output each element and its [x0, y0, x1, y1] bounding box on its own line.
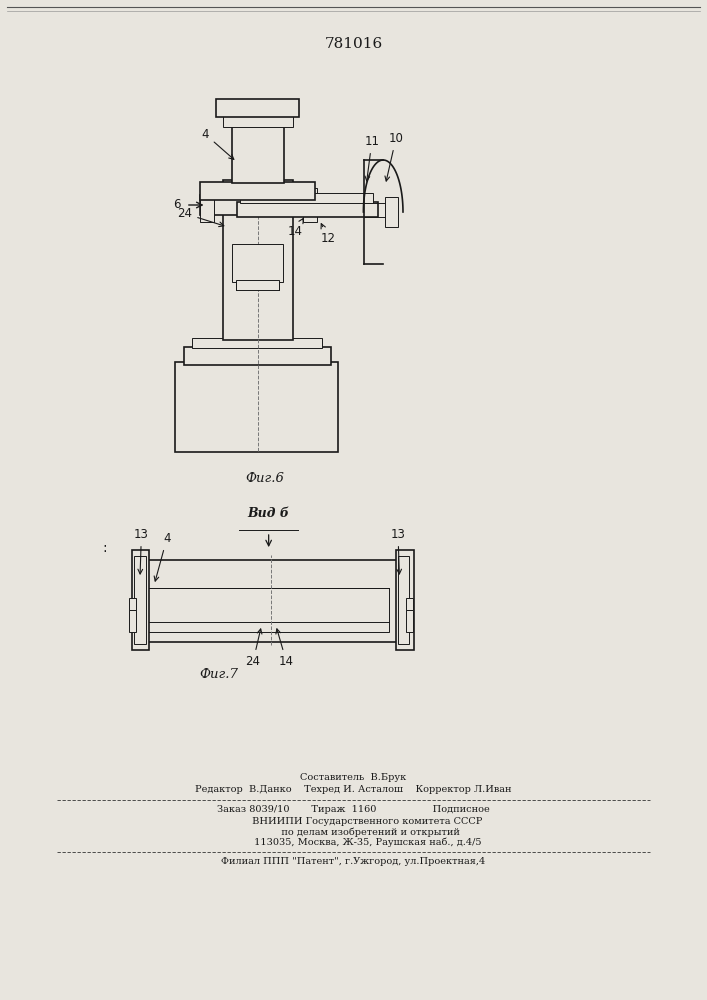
Text: 781016: 781016 — [325, 37, 382, 51]
Text: 12: 12 — [320, 224, 336, 245]
Bar — [132, 550, 149, 650]
Bar — [200, 182, 315, 200]
Bar — [136, 560, 405, 642]
Bar — [406, 598, 413, 610]
Text: :: : — [103, 541, 107, 555]
Text: 13: 13 — [134, 528, 149, 574]
Text: 113035, Москва, Ж-35, Раушская наб., д.4/5: 113035, Москва, Ж-35, Раушская наб., д.4… — [226, 837, 481, 847]
Text: 14: 14 — [288, 218, 303, 238]
Bar — [232, 244, 283, 282]
Bar — [175, 362, 338, 452]
Text: Фиг.6: Фиг.6 — [246, 472, 284, 485]
Text: 14: 14 — [276, 629, 294, 668]
Text: 24: 24 — [245, 629, 262, 668]
Bar — [184, 347, 331, 365]
Text: по делам изобретений и открытий: по делам изобретений и открытий — [247, 827, 460, 837]
Bar — [303, 188, 317, 222]
Bar — [200, 195, 317, 215]
Text: Редактор  В.Данко    Техред И. Асталош    Корректор Л.Иван: Редактор В.Данко Техред И. Асталош Корре… — [195, 786, 512, 794]
Text: Филиал ППП "Патент", г.Ужгород, ул.Проектная,4: Филиал ППП "Патент", г.Ужгород, ул.Проек… — [221, 857, 486, 866]
Bar — [216, 99, 299, 117]
Bar — [236, 280, 279, 290]
Bar — [396, 550, 414, 650]
Text: 4: 4 — [154, 532, 170, 581]
Bar — [385, 197, 398, 227]
Bar — [223, 114, 293, 127]
Bar — [134, 556, 146, 644]
Bar — [240, 193, 373, 203]
Bar — [192, 338, 322, 348]
Bar — [129, 610, 136, 632]
Text: Составитель  В.Брук: Составитель В.Брук — [300, 774, 407, 782]
Text: 11: 11 — [364, 135, 380, 181]
Text: 13: 13 — [390, 528, 406, 574]
Text: ВНИИПИ Государственного комитета СССР: ВНИИПИ Государственного комитета СССР — [224, 818, 483, 826]
Bar — [232, 125, 284, 183]
Text: 24: 24 — [177, 207, 224, 227]
Bar — [406, 610, 413, 632]
Bar — [148, 588, 389, 632]
Text: Заказ 8039/10       Тираж  1160                  Подписное: Заказ 8039/10 Тираж 1160 Подписное — [217, 806, 490, 814]
Bar — [129, 598, 136, 610]
Text: Вид б: Вид б — [247, 507, 290, 520]
Text: 6: 6 — [173, 198, 181, 212]
Text: 4: 4 — [201, 128, 234, 159]
Bar — [223, 180, 293, 340]
Text: 10: 10 — [385, 132, 404, 181]
Bar — [200, 188, 214, 222]
Text: Фиг.7: Фиг.7 — [200, 668, 238, 682]
Bar — [237, 202, 378, 217]
Bar — [398, 556, 409, 644]
